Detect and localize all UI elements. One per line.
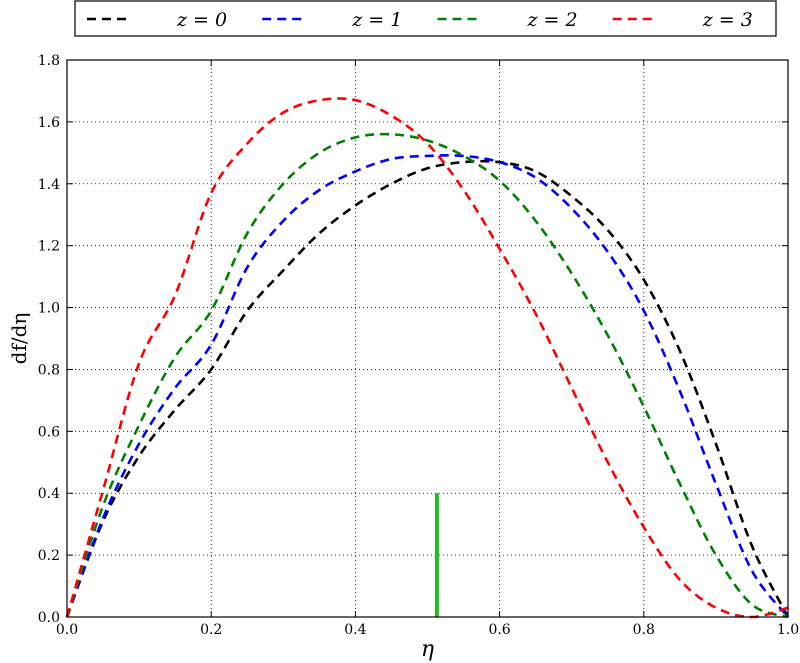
x-tick-label: 0.8 xyxy=(633,622,655,638)
tick-labels: 0.0 0.2 0.4 0.6 0.8 1.0 0.0 0.2 0.4 0.6 0.8 1.0 1.2 1… xyxy=(38,53,799,638)
legend-label-z2: z = 2 xyxy=(527,9,578,31)
legend: z = 0 z = 1 z = 2 z = 3 xyxy=(74,0,777,37)
series-line-z2 xyxy=(65,132,789,619)
series-layer xyxy=(65,97,790,619)
ticks xyxy=(66,59,789,618)
y-tick-label: 0.0 xyxy=(38,610,60,626)
plot-frame xyxy=(66,59,789,618)
legend-box xyxy=(74,0,777,37)
y-tick-label: 0.2 xyxy=(38,548,60,564)
legend-label-z3: z = 3 xyxy=(702,9,753,31)
x-tick-label: 0.2 xyxy=(200,622,222,638)
legend-label-z1: z = 1 xyxy=(351,9,402,31)
y-tick-label: 1.6 xyxy=(38,115,60,131)
x-tick-label: 1.0 xyxy=(777,622,799,638)
series-line-z1 xyxy=(65,154,790,618)
y-tick-label: 1.4 xyxy=(38,177,60,193)
y-tick-label: 0.6 xyxy=(38,424,60,440)
y-tick-label: 1.8 xyxy=(38,53,60,69)
series-line-z0 xyxy=(65,159,790,618)
legend-label-z0: z = 0 xyxy=(176,9,227,31)
y-tick-label: 1.2 xyxy=(38,239,60,255)
y-tick-label: 1.0 xyxy=(38,301,60,317)
x-tick-label: 0.6 xyxy=(488,622,510,638)
x-axis-label: η xyxy=(421,637,434,662)
y-tick-label: 0.8 xyxy=(38,362,60,378)
x-tick-label: 0.4 xyxy=(344,622,366,638)
grid-lines xyxy=(67,60,788,617)
x-tick-label: 0.0 xyxy=(56,622,78,638)
series-line-z3 xyxy=(65,97,789,619)
y-tick-label: 0.4 xyxy=(38,486,60,502)
y-axis-label: df/dη xyxy=(7,313,31,365)
